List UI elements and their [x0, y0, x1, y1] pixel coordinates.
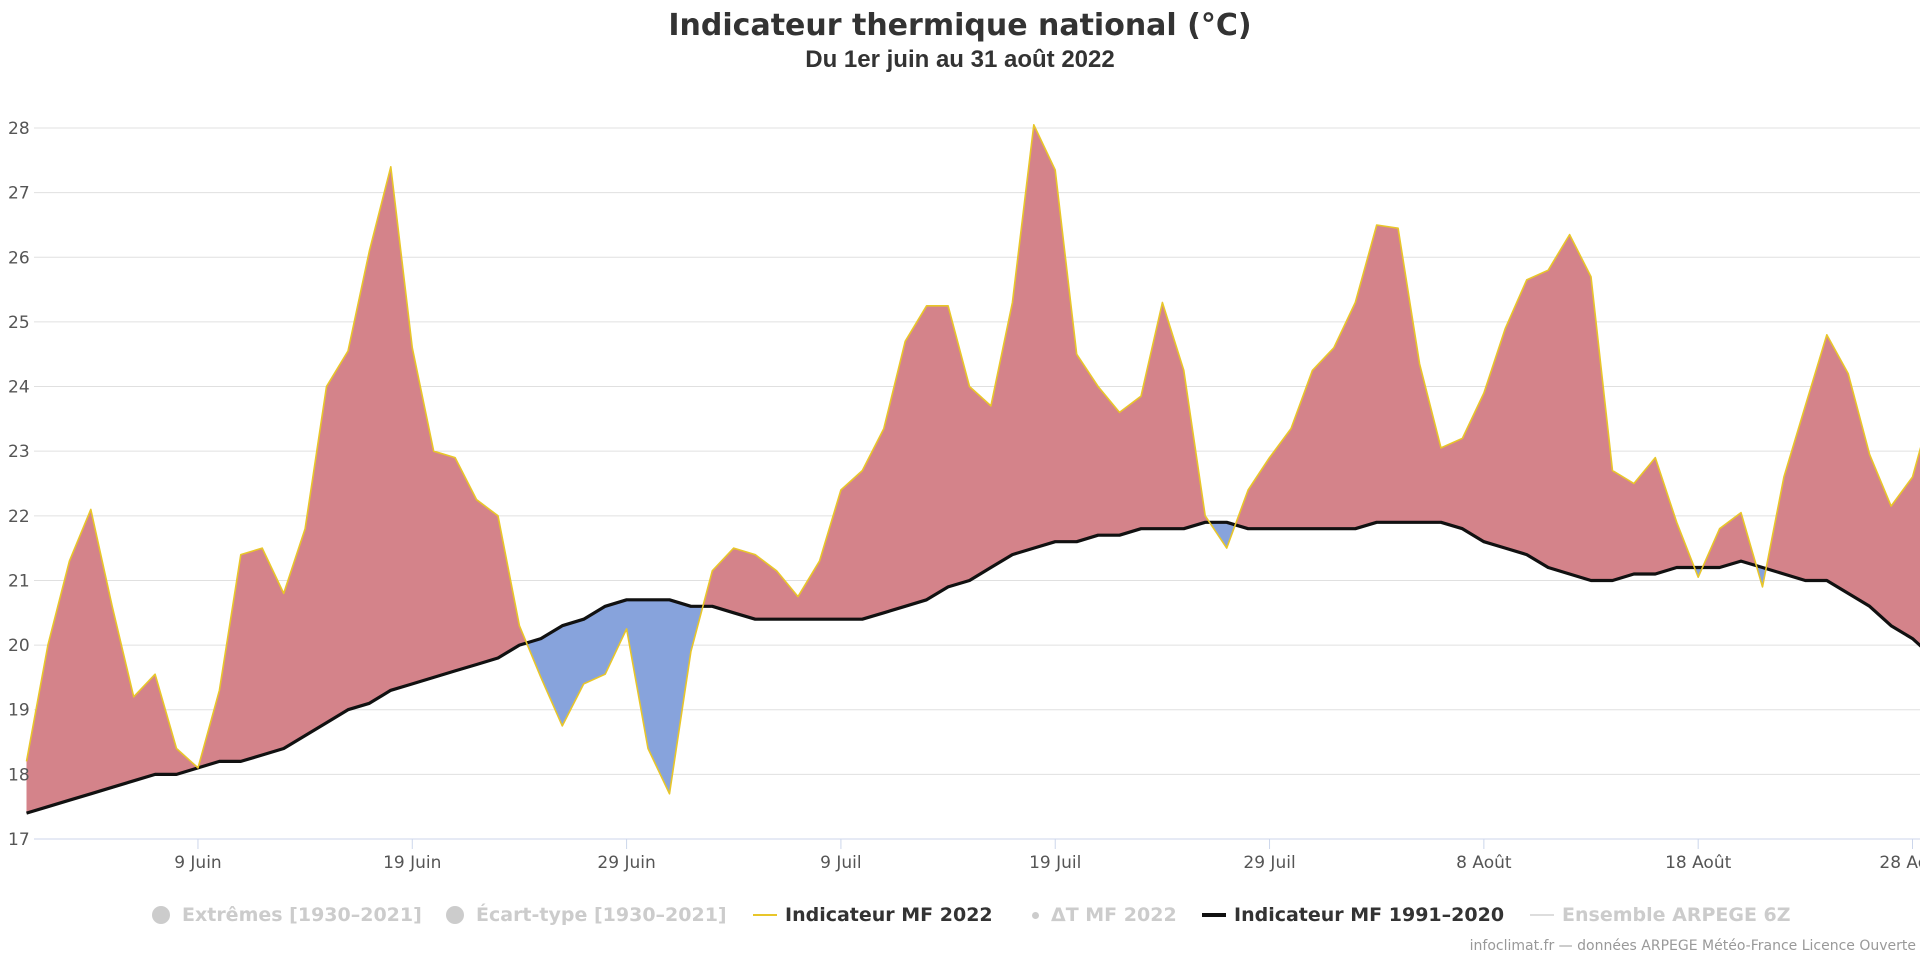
legend-label: ΔT MF 2022: [1051, 904, 1177, 926]
legend-line-icon: [1530, 914, 1554, 916]
area-above-normal: [702, 124, 1210, 620]
legend-item[interactable]: Indicateur MF 2022: [753, 900, 993, 930]
area-above-normal: [26, 166, 527, 814]
legend-dot-icon: [152, 906, 170, 924]
y-tick-labels: 17 18 19 20 21 22 23 24 25 26 27 28: [8, 119, 30, 850]
legend: Extrêmes [1930–2021] Écart-type [1930–202…: [0, 900, 1920, 930]
legend-label: Indicateur MF 1991–2020: [1234, 904, 1505, 926]
area-below-normal: [1756, 565, 1766, 587]
series-line-2022: [25, 124, 1920, 795]
y-tick-label: 25: [8, 313, 30, 333]
legend-item[interactable]: Indicateur MF 1991–2020: [1202, 900, 1504, 930]
legend-item[interactable]: Extrêmes [1930–2021]: [152, 900, 422, 930]
legend-item[interactable]: Ensemble ARPEGE 6Z: [1530, 900, 1791, 930]
y-tick-label: 18: [8, 765, 30, 785]
legend-line-icon: [753, 914, 777, 916]
series-lines: [25, 124, 1920, 815]
y-tick-label: 22: [8, 507, 30, 527]
y-tick-label: 20: [8, 636, 30, 656]
y-tick-label: 26: [8, 248, 30, 268]
area-above-normal: [1702, 512, 1757, 568]
x-tick-label: 29 Juin: [597, 853, 655, 873]
legend-item[interactable]: ΔT MF 2022: [1024, 900, 1177, 930]
x-tick-label: 19 Juil: [1029, 853, 1081, 873]
y-tick-label: 24: [8, 378, 30, 398]
legend-line-icon: [1202, 913, 1226, 917]
x-tick-label: 28 Août: [1879, 853, 1920, 873]
area-below-normal: [1694, 567, 1703, 578]
series-line-normal: [26, 520, 1920, 815]
x-tick-label: 18 Août: [1665, 853, 1732, 873]
y-tick-label: 19: [8, 701, 30, 721]
x-tick-label: 9 Juin: [174, 853, 222, 873]
x-tick-label: 19 Juin: [383, 853, 441, 873]
chart-plot: 17 18 19 20 21 22 23 24 25 26 27 28 9 Juin 19 Juin 29…: [8, 119, 1920, 873]
x-tick-label: 29 Juil: [1243, 853, 1295, 873]
x-tick-label: 8 Août: [1456, 853, 1512, 873]
legend-label: Ensemble ARPEGE 6Z: [1562, 904, 1791, 926]
legend-small-dot-icon: [1032, 911, 1039, 919]
legend-label: Écart-type [1930–2021]: [476, 904, 727, 926]
chart-subtitle: Du 1er juin au 31 août 2022: [805, 46, 1115, 73]
y-tick-label: 23: [8, 442, 30, 462]
x-tick-label: 9 Juil: [820, 853, 861, 873]
y-tick-label: 27: [8, 184, 30, 204]
credits[interactable]: infoclimat.fr — données ARPEGE Météo-Fra…: [1469, 938, 1916, 954]
legend-item[interactable]: Écart-type [1930–2021]: [446, 900, 727, 930]
chart-title: Indicateur thermique national (°C): [668, 8, 1252, 43]
legend-dot-icon: [446, 906, 464, 924]
y-tick-label: 28: [8, 119, 30, 139]
x-ticks: 9 Juin 19 Juin 29 Juin 9 Juil 19 Juil 29 Juil…: [174, 839, 1920, 873]
y-tick-label: 21: [8, 571, 30, 591]
area-below-normal: [526, 599, 703, 794]
legend-label: Indicateur MF 2022: [785, 904, 993, 926]
area-above-normal: [1766, 334, 1920, 646]
y-tick-label: 17: [8, 830, 30, 850]
legend-label: Extrêmes [1930–2021]: [182, 904, 422, 926]
